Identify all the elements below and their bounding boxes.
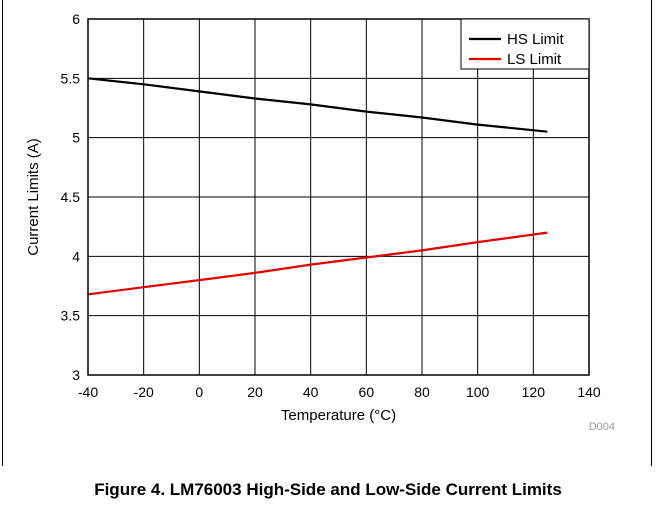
figure-frame-right bbox=[651, 0, 652, 466]
y-tick-label: 4.5 bbox=[61, 189, 81, 205]
y-tick-label: 5 bbox=[72, 130, 80, 146]
legend-label: HS Limit bbox=[507, 31, 565, 48]
series-line-hs-limit bbox=[87, 77, 548, 133]
x-tick-label: 20 bbox=[247, 384, 263, 400]
x-tick-labels: -40 -20 0 20 40 60 80 100 120 140 bbox=[78, 384, 601, 400]
figure-caption: Figure 4. LM76003 High-Side and Low-Side… bbox=[94, 480, 562, 499]
x-tick-label: 80 bbox=[414, 384, 430, 400]
x-tick-label: -40 bbox=[78, 384, 98, 400]
x-tick-label: 100 bbox=[466, 384, 490, 400]
x-tick-label: 140 bbox=[577, 384, 601, 400]
grid-lines bbox=[88, 19, 589, 375]
y-tick-label: 3 bbox=[72, 367, 80, 383]
x-tick-label: 40 bbox=[303, 384, 319, 400]
y-tick-label: 6 bbox=[72, 11, 80, 27]
legend-box bbox=[460, 18, 590, 70]
series-lines bbox=[87, 77, 548, 296]
x-tick-label: -20 bbox=[134, 384, 154, 400]
figure-frame-left bbox=[2, 0, 3, 466]
x-tick-label: 120 bbox=[522, 384, 546, 400]
x-tick-label: 60 bbox=[359, 384, 375, 400]
y-tick-label: 3.5 bbox=[61, 308, 81, 324]
y-tick-label: 5.5 bbox=[61, 70, 81, 86]
y-axis-label: Current Limits (A) bbox=[25, 138, 42, 256]
y-tick-labels: 3 3.5 4 4.5 5 5.5 6 bbox=[61, 11, 81, 383]
y-tick-label: 4 bbox=[72, 248, 80, 264]
current-limits-chart: -40 -20 0 20 40 60 80 100 120 140 3 3.5 4 4.5 5 5.5 6 T… bbox=[25, 11, 615, 433]
figure-id-tag: D004 bbox=[589, 421, 615, 433]
legend-label: LS Limit bbox=[507, 51, 562, 68]
plot-border bbox=[87, 18, 590, 376]
x-axis-label: Temperature (°C) bbox=[281, 407, 396, 424]
x-tick-label: 0 bbox=[195, 384, 203, 400]
legend: HS Limit LS Limit bbox=[460, 18, 590, 70]
series-line-ls-limit bbox=[87, 231, 548, 296]
